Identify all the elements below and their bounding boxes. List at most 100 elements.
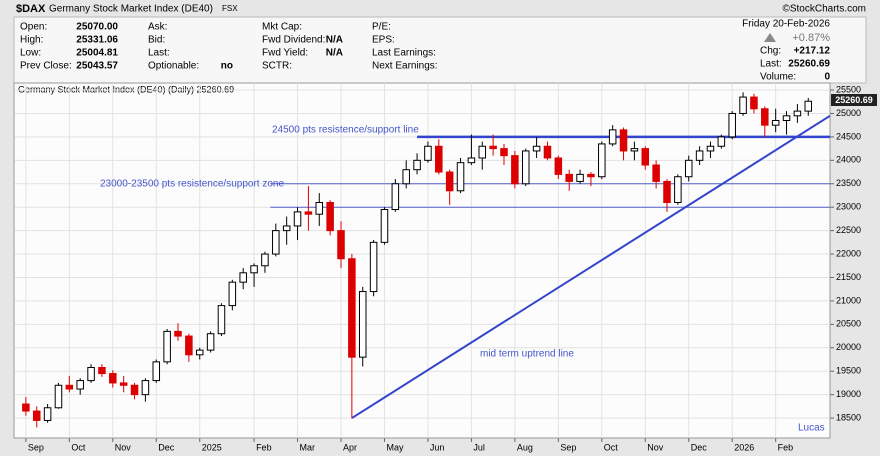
field-value: N/A: [326, 48, 343, 59]
annotation: 23000-23500 pts resistence/support zone: [100, 179, 284, 190]
candle-body: [22, 403, 30, 412]
candle-body: [543, 145, 552, 159]
field-value: 25260.69: [788, 59, 830, 70]
candle-body: [532, 145, 541, 152]
x-tick-label: Feb: [778, 442, 794, 452]
x-tick-label: Jul: [473, 442, 485, 452]
candle-body: [282, 225, 291, 232]
x-tick-label: Sep: [560, 442, 576, 452]
field-value: 25070.00: [76, 22, 118, 33]
field-label: Optionable:: [148, 61, 199, 72]
candle-body: [674, 176, 682, 204]
x-tick-label: Apr: [343, 442, 357, 452]
legend: Germany Stock Market Index (DE40) (Daily…: [18, 84, 234, 94]
candle-body: [804, 100, 813, 112]
candle-body: [456, 162, 465, 192]
candle-body: [206, 333, 215, 351]
field-label: Last Earnings:: [372, 48, 436, 59]
info-panel: [13, 16, 867, 84]
candle-body: [424, 145, 432, 161]
candle-body: [478, 145, 487, 159]
field-label: EPS:: [372, 35, 395, 46]
candle-body: [489, 145, 497, 150]
x-tick-label: Sep: [28, 442, 44, 452]
plot-area: [13, 82, 831, 439]
candle-body: [32, 410, 41, 421]
candle-body: [467, 157, 476, 164]
candle-body: [500, 148, 508, 157]
candle-body: [652, 164, 660, 182]
field-label: Next Earnings:: [372, 61, 438, 72]
candle-body: [185, 335, 193, 356]
candle-body: [43, 407, 52, 421]
x-tick-label: Mar: [300, 442, 316, 452]
field-value: 25004.81: [76, 48, 118, 59]
candle-body: [326, 202, 334, 232]
y-tick-label: 23000: [836, 202, 861, 212]
candle-body: [174, 330, 182, 337]
candle-body: [717, 136, 726, 147]
field-label: Bid:: [148, 35, 165, 46]
y-tick-label: 23500: [836, 178, 861, 188]
y-tick-label: 19500: [836, 366, 861, 376]
candle-body: [98, 366, 106, 375]
x-tick-label: 2025: [202, 442, 222, 452]
candle-body: [728, 112, 736, 138]
candle-body: [663, 180, 671, 204]
x-tick-label: 2026: [734, 442, 754, 452]
field-value: 25331.06: [76, 35, 118, 46]
y-tick-label: 21000: [836, 295, 861, 305]
field-label: P/E:: [372, 22, 391, 33]
candle-body: [141, 380, 150, 396]
date: Friday 20-Feb-2026: [742, 19, 830, 30]
candle-body: [793, 110, 802, 117]
candle-body: [130, 384, 139, 396]
y-tick-label: 25000: [836, 108, 861, 118]
security-name: Germany Stock Market Index (DE40): [49, 4, 213, 15]
candle-body: [337, 230, 345, 260]
pct-change: +0.87%: [792, 32, 830, 44]
candle-body: [315, 202, 324, 215]
annotation: Lucas: [798, 423, 825, 434]
candle-body: [293, 211, 302, 227]
candle-body: [684, 159, 693, 178]
candle-body: [771, 119, 780, 126]
trend-line: [351, 114, 831, 419]
candle-body: [521, 150, 530, 185]
field-label: Mkt Cap:: [262, 22, 302, 33]
x-tick-label: Nov: [115, 442, 132, 452]
candle-body: [511, 155, 519, 185]
field-label: Fwd Yield:: [262, 48, 308, 59]
candle-body: [369, 241, 378, 293]
candle-body: [761, 108, 769, 126]
candle-body: [598, 143, 606, 178]
candle-body: [435, 145, 443, 173]
candle-body: [163, 330, 171, 363]
x-tick-label: Oct: [604, 442, 619, 452]
field-value: 25043.57: [76, 61, 118, 72]
candle-body: [750, 96, 758, 110]
x-tick-label: Nov: [647, 442, 664, 452]
candle-body: [619, 129, 628, 152]
x-tick-label: Feb: [256, 442, 272, 452]
y-tick-label: 20000: [836, 342, 861, 352]
annotation: 24500 pts resistence/support line: [272, 125, 419, 136]
up-arrow: [764, 33, 776, 42]
field-value: no: [221, 61, 233, 72]
candle-body: [587, 173, 595, 178]
candle-body: [445, 171, 454, 192]
candle-body: [413, 159, 421, 171]
candle-body: [380, 209, 389, 243]
candle-body: [608, 129, 617, 145]
x-tick-label: Dec: [691, 442, 708, 452]
y-tick-label: 21500: [836, 272, 861, 282]
y-tick-label: 24000: [836, 155, 861, 165]
candle-body: [782, 115, 791, 121]
candle-body: [695, 150, 704, 161]
x-tick-label: May: [386, 442, 404, 452]
field-label: Last:: [148, 48, 170, 59]
candle-body: [630, 148, 639, 152]
y-tick-label: 22000: [836, 248, 861, 258]
candle-body: [576, 173, 584, 182]
